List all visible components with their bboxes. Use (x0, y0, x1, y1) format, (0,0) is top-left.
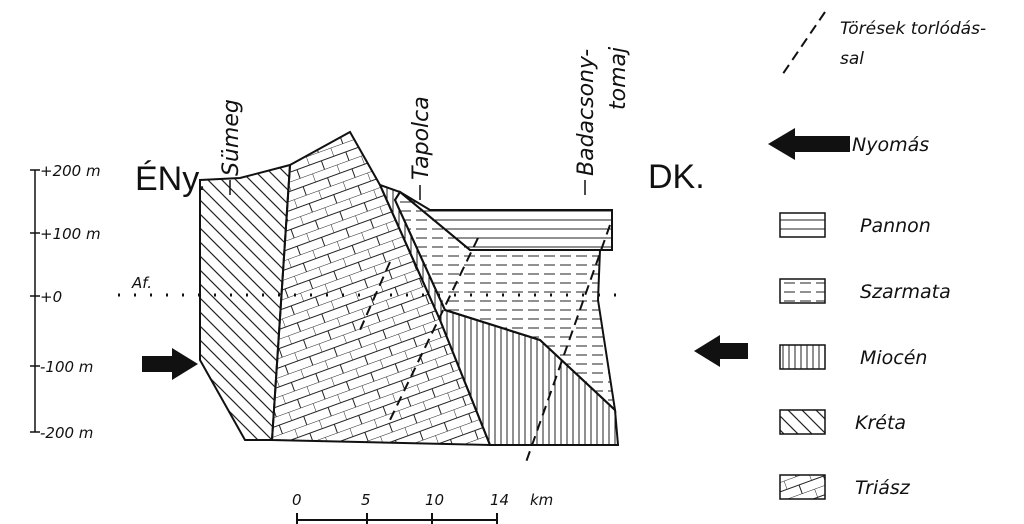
scale-label: 0 (292, 491, 302, 509)
place-label: Sümeg (219, 99, 244, 176)
legend-swatch (780, 410, 825, 434)
legend-fault-symbol (780, 12, 825, 78)
legend-swatch (780, 213, 825, 237)
place-label: tomaj (606, 46, 631, 110)
diagram: +200 m +100 m +0 -100 m -200 m ÉNy. DK. … (0, 0, 1024, 524)
legend-swatch (780, 345, 825, 369)
elevation-axis (30, 170, 40, 432)
legend-label: Nyomás (852, 134, 929, 156)
direction-east: DK. (648, 158, 705, 196)
legend-label: Triász (855, 477, 911, 499)
tick-label: -100 m (40, 358, 93, 376)
place-label: Badacsony- (574, 49, 599, 176)
legend-swatch (780, 475, 825, 499)
pressure-arrow (142, 348, 198, 380)
place-label: Tapolca (409, 96, 434, 180)
legend-label: sal (840, 49, 864, 69)
legend-label: Szarmata (860, 281, 951, 303)
scale-bar (297, 513, 497, 524)
legend-label: Kréta (855, 412, 906, 434)
scale-label: 5 (361, 491, 371, 509)
scale-label: 10 (425, 491, 444, 509)
pressure-arrow (694, 335, 748, 367)
direction-west: ÉNy. (135, 160, 206, 198)
legend-label: Törések torlódás- (840, 19, 986, 39)
tick-label: +100 m (40, 225, 101, 243)
scale-label: 14 (490, 491, 509, 509)
legend-swatch (780, 279, 825, 303)
scale-unit: km (530, 491, 553, 509)
tick-label: +200 m (40, 162, 101, 180)
legend-pressure-symbol (768, 128, 850, 160)
legend-label: Miocén (860, 347, 927, 369)
legend-label: Pannon (860, 215, 931, 237)
tick-label: -200 m (40, 424, 93, 442)
marker-label: Af. (131, 274, 152, 292)
tick-label: +0 (40, 288, 62, 306)
